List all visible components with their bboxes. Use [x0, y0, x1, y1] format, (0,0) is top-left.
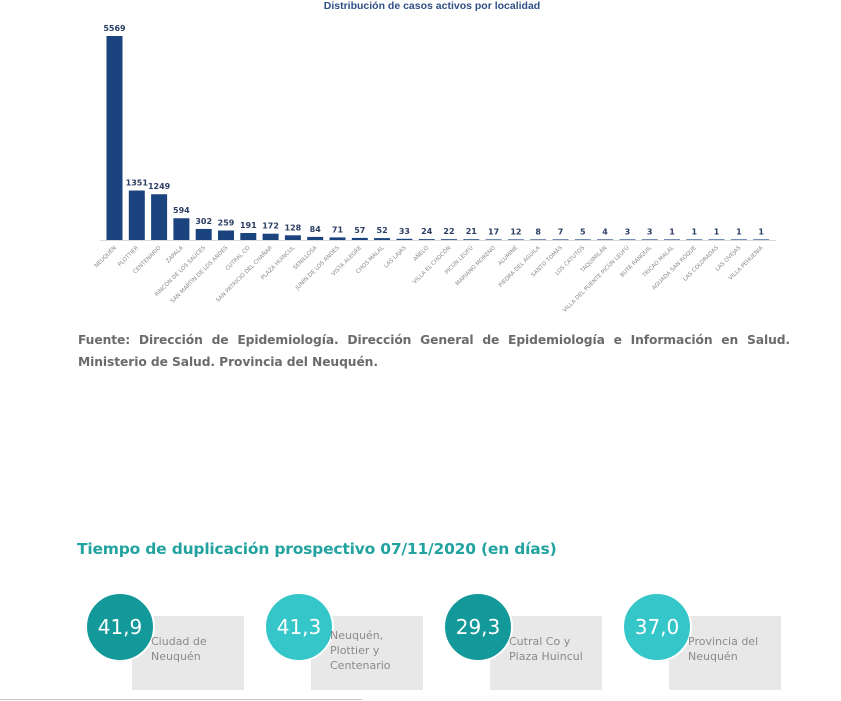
value-label: 1: [758, 227, 764, 236]
value-label: 17: [488, 227, 499, 236]
duplication-card: 37,0 Provincia del Neuquén: [616, 590, 796, 695]
bar: [574, 239, 591, 240]
duplication-card: 29,3 Cutral Co y Plaza Huincul: [437, 590, 617, 695]
bar: [507, 239, 524, 240]
category-label: ALUMINÉ: [496, 243, 520, 267]
card-label: Neuquén, Plottier y Centenario: [330, 629, 391, 672]
value-label: 1: [736, 227, 742, 236]
value-label: 22: [443, 227, 454, 236]
value-label: 172: [262, 222, 279, 231]
card-label: Provincia del Neuquén: [688, 635, 759, 663]
value-label: 128: [285, 223, 302, 232]
card-value-circle: 41,3: [264, 592, 334, 662]
value-label: 191: [240, 221, 257, 230]
category-label: VILLA EL CHOCÓN: [411, 244, 452, 285]
category-label: AGUADA SAN ROQUE: [651, 245, 698, 292]
bar: [329, 237, 346, 240]
bar: [106, 36, 123, 240]
duplication-card: 41,9 Ciudad de Neuquén: [79, 590, 259, 695]
bar: [418, 239, 435, 240]
card-value-circle: 29,3: [443, 592, 513, 662]
value-label: 52: [377, 226, 388, 235]
bar-chart: Distribución de casos activos por locali…: [92, 0, 776, 314]
card-label: Ciudad de Neuquén: [151, 635, 207, 663]
value-label: 71: [332, 225, 344, 234]
bar: [128, 190, 145, 240]
bar: [708, 239, 725, 240]
value-label: 33: [399, 227, 410, 236]
bar: [195, 228, 212, 240]
value-label: 1351: [126, 179, 149, 188]
value-label: 24: [421, 227, 433, 236]
category-label: LAS LAJAS: [383, 245, 408, 270]
value-label: 3: [625, 227, 631, 236]
bar: [351, 237, 368, 240]
category-label: MARIANO MORENO: [455, 245, 498, 288]
value-label: 1: [692, 227, 698, 236]
bar: [441, 239, 457, 240]
bar: [396, 238, 413, 240]
value-label: 1: [669, 227, 675, 236]
bar: [641, 239, 658, 240]
value-label: 8: [535, 227, 541, 236]
bars: [106, 36, 770, 240]
value-label: 5: [580, 227, 586, 236]
bar: [686, 239, 703, 240]
category-label: PIEDRA DEL ÁGUILA: [497, 244, 541, 288]
value-label: 3: [647, 227, 653, 236]
page-divider: [0, 699, 362, 700]
card-value-circle: 41,9: [85, 592, 155, 662]
bar: [262, 233, 279, 240]
bar: [151, 194, 168, 240]
source-note: Fuente: Dirección de Epidemiología. Dire…: [78, 333, 790, 369]
value-label: 5569: [103, 24, 126, 33]
bar: [307, 236, 324, 240]
bar: [619, 239, 636, 240]
category-label: JUNÍN DE LOS ANDES: [293, 244, 341, 292]
bar: [530, 239, 547, 240]
value-label: 302: [195, 217, 212, 226]
value-label: 57: [354, 226, 365, 235]
bar: [730, 239, 747, 240]
bar: [664, 239, 680, 240]
value-label: 84: [310, 225, 322, 234]
card-label: Cutral Co y Plaza Huincul: [509, 635, 583, 663]
bar: [240, 233, 257, 240]
value-label: 12: [510, 227, 521, 236]
chart-title: Distribución de casos activos por locali…: [324, 0, 540, 12]
value-label: 259: [218, 219, 235, 228]
value-label: 7: [558, 227, 564, 236]
category-label: ZAPALA: [165, 245, 185, 265]
category-label: AÑELO: [412, 244, 431, 263]
bar: [597, 239, 614, 240]
duplication-card: 41,3 Neuquén, Plottier y Centenario: [258, 590, 438, 695]
card-value-circle: 37,0: [622, 592, 692, 662]
value-label: 4: [602, 227, 608, 236]
value-label: 594: [173, 206, 190, 215]
bar: [463, 239, 480, 240]
bar: [284, 235, 301, 240]
category-label: NEUQUÉN: [92, 244, 117, 269]
category-label: PLOTTIER: [117, 245, 140, 268]
bar: [485, 239, 502, 240]
value-label: 1249: [148, 182, 171, 191]
value-label: 21: [466, 227, 478, 236]
bar: [218, 230, 234, 240]
bar: [173, 218, 190, 240]
bar: [753, 239, 770, 240]
bar: [374, 238, 391, 240]
bar: [552, 239, 569, 240]
duplication-title: Tiempo de duplicación prospectivo 07/11/…: [77, 540, 557, 558]
value-label: 1: [714, 227, 720, 236]
